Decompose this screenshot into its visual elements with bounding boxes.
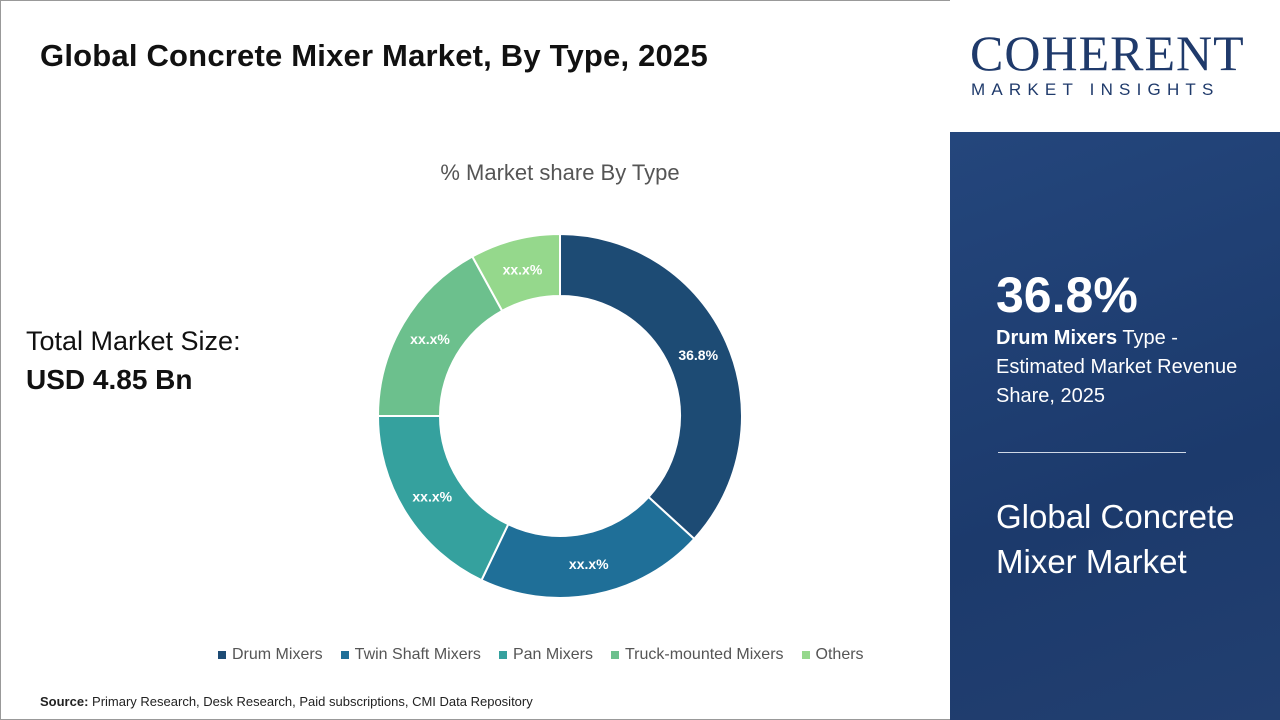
legend-label: Twin Shaft Mixers xyxy=(354,646,481,663)
logo-wordmark: COHERENT xyxy=(970,25,1245,81)
highlight-rest: Type - Estimated Market Revenue Share, 2… xyxy=(996,327,1238,407)
slice-twin-shaft-mixers xyxy=(480,495,696,599)
data-label: xx.x% xyxy=(503,262,543,278)
market-size-value: USD 4.85 Bn xyxy=(26,364,193,395)
legend-swatch xyxy=(801,651,810,659)
panel-title: Global Concrete Mixer Market xyxy=(996,498,1235,580)
legend-swatch xyxy=(340,651,349,659)
legend: Drum Mixers Twin Shaft Mixers Pan Mixers Tr… xyxy=(218,646,864,664)
legend-label: Pan Mixers xyxy=(512,646,593,663)
highlight-description: Drum Mixers Type - Estimated Market Reve… xyxy=(996,324,1256,411)
legend-label: Others xyxy=(815,646,864,663)
slice-drum-mixers xyxy=(559,232,743,541)
chart-title: % Market share By Type xyxy=(440,160,680,185)
logo-tagline: MARKET INSIGHTS xyxy=(971,80,1220,99)
data-label: xx.x% xyxy=(569,556,609,572)
divider xyxy=(998,452,1186,453)
data-label: xx.x% xyxy=(410,331,450,347)
legend-item: Twin Shaft Mixers xyxy=(340,646,481,664)
legend-item: Truck-mounted Mixers xyxy=(610,646,784,664)
legend-label: Truck-mounted Mixers xyxy=(624,646,784,663)
highlight-stat: 36.8% xyxy=(996,267,1138,323)
market-size-label: Total Market Size: xyxy=(26,326,241,356)
source-text: Primary Research, Desk Research, Paid su… xyxy=(92,694,533,709)
legend-swatch xyxy=(498,651,507,659)
legend-item: Pan Mixers xyxy=(498,646,593,664)
legend-label: Drum Mixers xyxy=(232,646,323,663)
legend-item: Drum Mixers xyxy=(218,646,323,664)
slice-others xyxy=(470,232,561,313)
legend-swatch xyxy=(218,651,226,659)
donut-chart: 36.8% xx.x% xx.x% xx.x% xx.x% xyxy=(376,232,743,599)
source-note: Source: Primary Research, Desk Research,… xyxy=(40,694,533,709)
highlight-segment: Drum Mixers xyxy=(996,327,1118,349)
data-label: 36.8% xyxy=(678,347,718,363)
data-label: xx.x% xyxy=(412,489,452,505)
page-title: Global Concrete Mixer Market, By Type, 2… xyxy=(40,38,708,73)
source-label: Source: xyxy=(40,694,89,709)
legend-item: Others xyxy=(801,646,864,664)
legend-swatch xyxy=(610,651,619,659)
logo: COHERENT MARKET INSIGHTS xyxy=(950,0,1280,132)
highlight-panel: 36.8% Drum Mixers Type - Estimated Marke… xyxy=(950,132,1280,720)
